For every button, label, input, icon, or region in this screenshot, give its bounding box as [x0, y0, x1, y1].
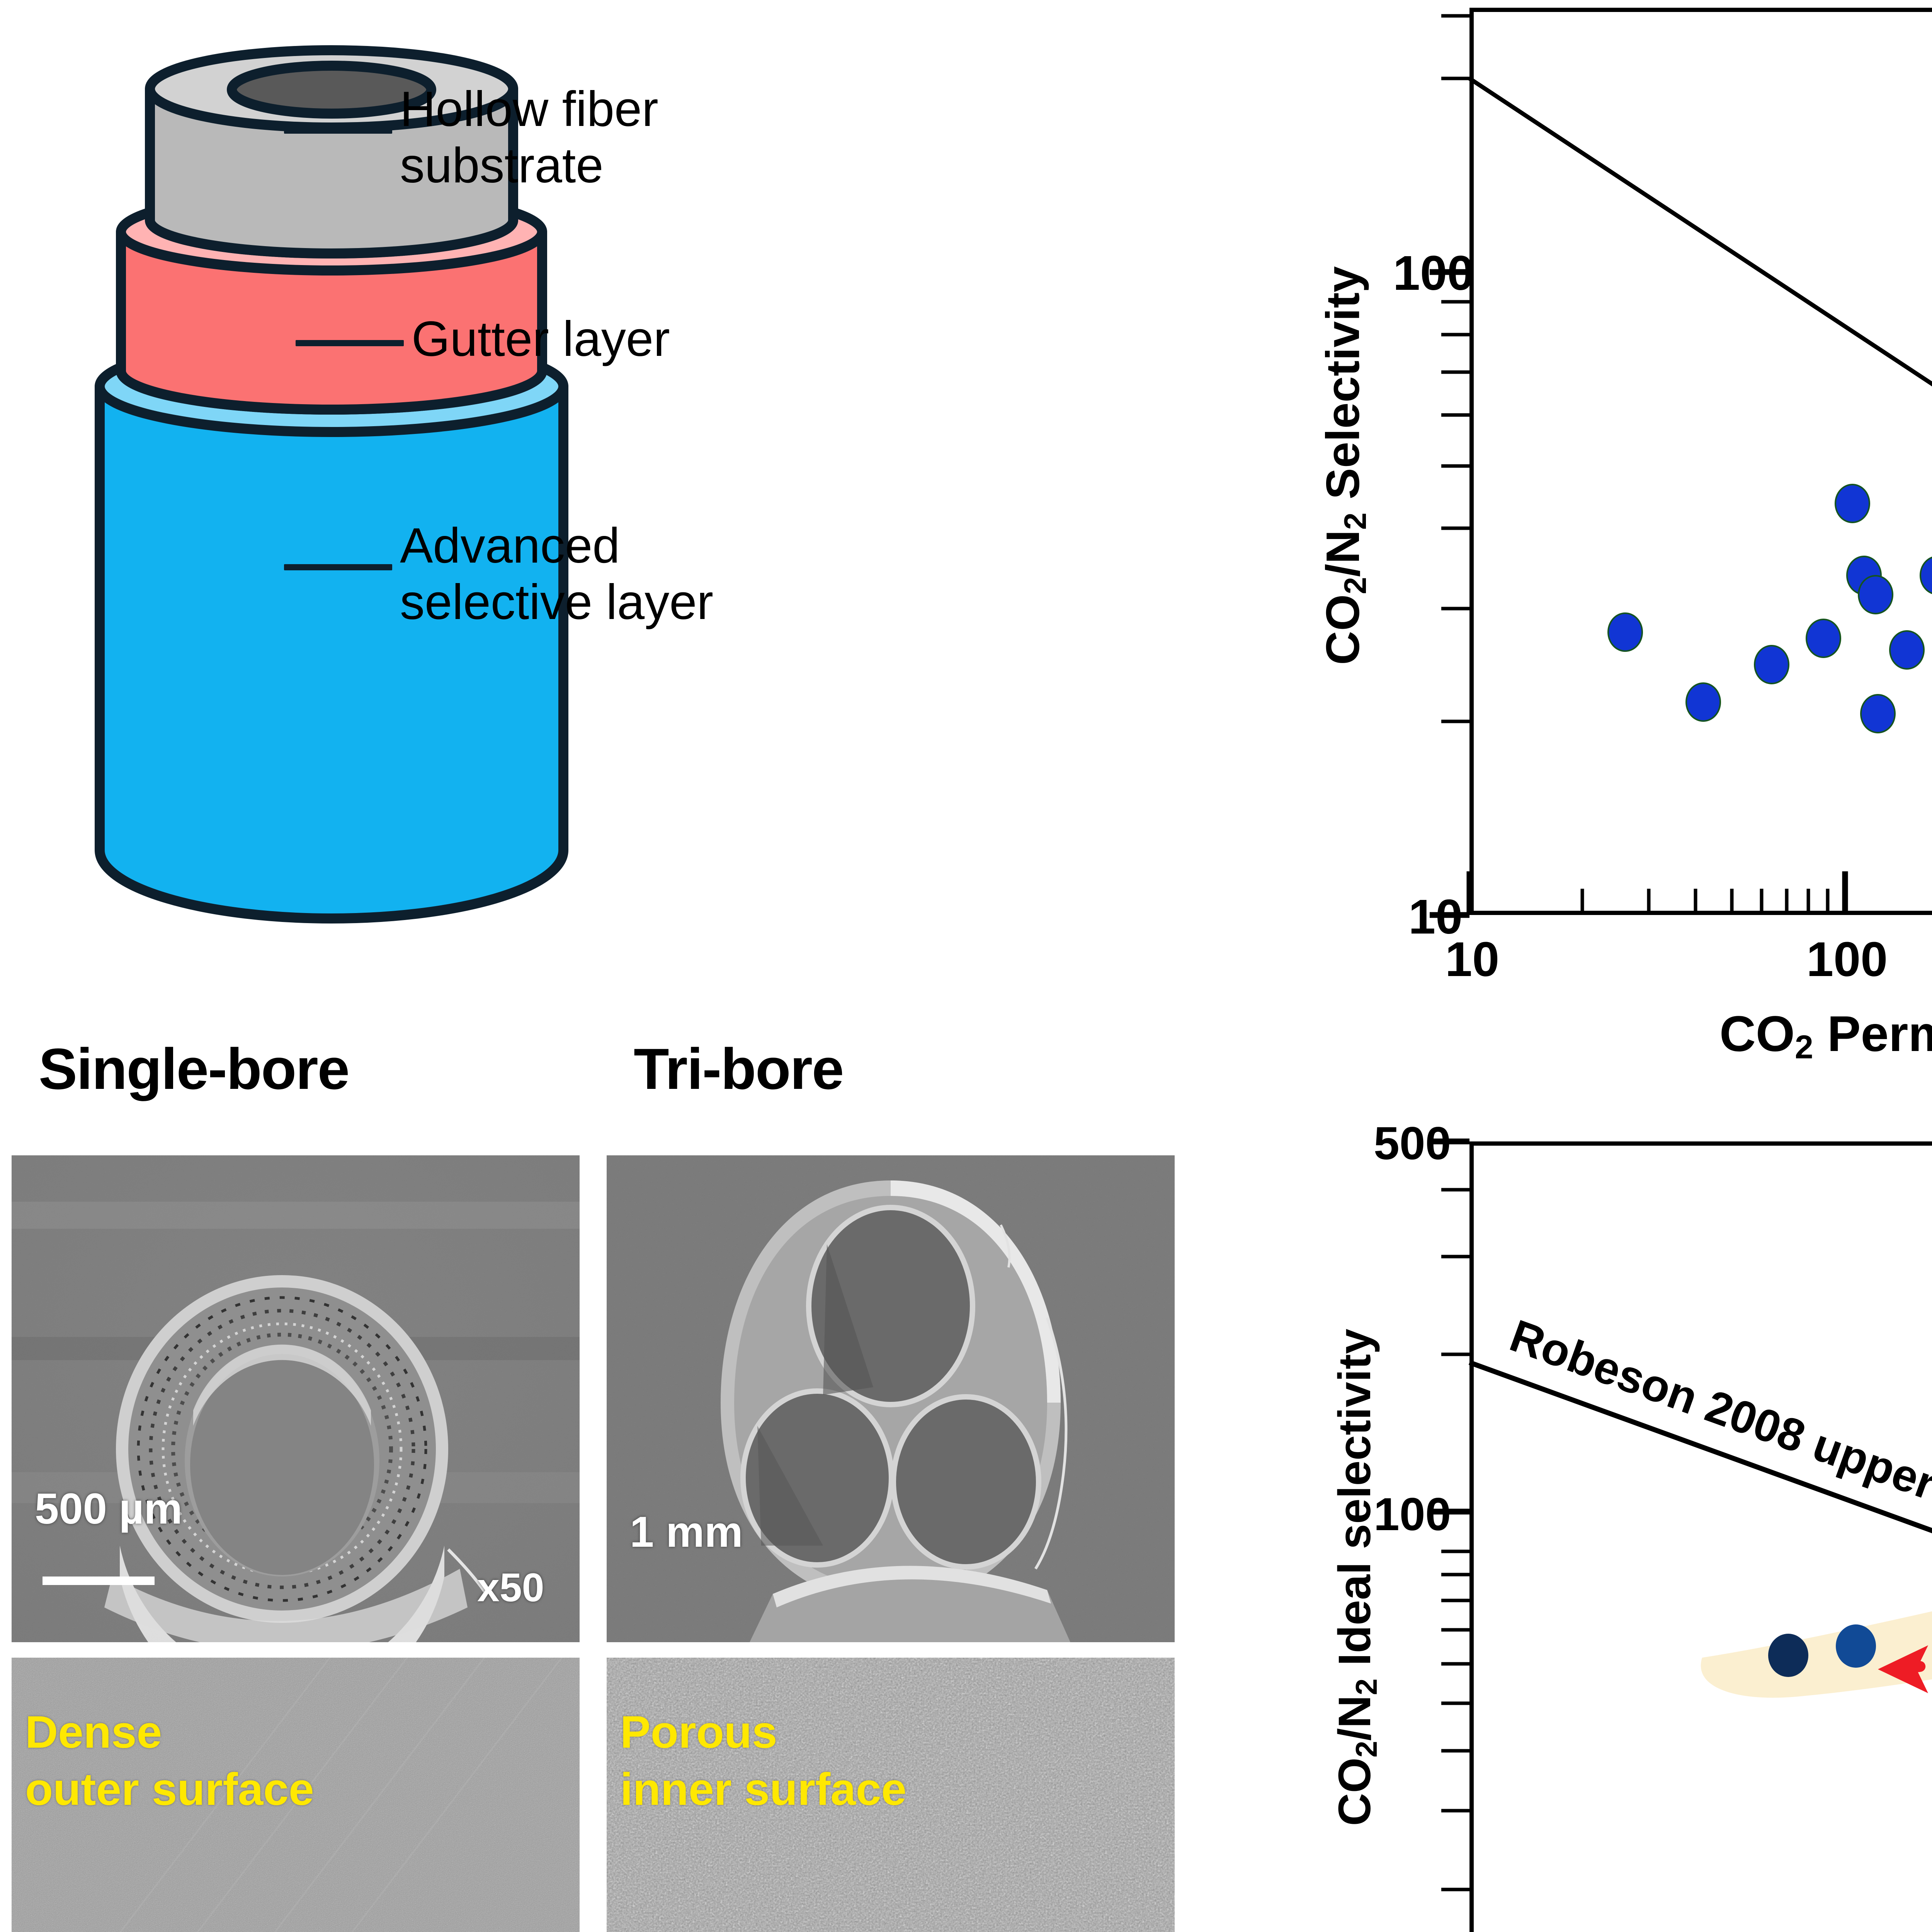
robeson-permeability-chart: 500 100 10 10 100 1000 2000 CO2/N2 Ideal…: [1275, 1101, 1932, 1932]
xtick-label-10: 10: [1445, 932, 1500, 986]
xtick-label-100: 100: [1806, 932, 1888, 986]
plot-area-permeance: [1469, 8, 1932, 915]
sem-porous-inner-surface: [607, 1658, 1175, 1932]
series-ref-points: [1607, 484, 1932, 733]
label-gutter-layer: Gutter layer: [412, 311, 670, 367]
hollow-fiber-schematic-panel: Hollow fiber substrate Gutter layer Adva…: [0, 0, 1314, 1051]
permeability-plot-graphics: Robeson 2008 upper bound: [1430, 1138, 1932, 1891]
sem-dense-outer-surface: [12, 1658, 580, 1932]
sem-scalebar-single-bore: 500 µm: [35, 1485, 183, 1533]
sem-title-tri-bore: Tri-bore: [634, 1036, 844, 1101]
point-sca6-3: [1768, 1634, 1808, 1677]
sem-single-bore-cross-section: [12, 1155, 580, 1642]
porous-inner-surface-render: [607, 1658, 1175, 1932]
sem-label-porous-inner-surface: Porous inner surface: [620, 1707, 907, 1815]
single-bore-sem-render: [12, 1155, 580, 1642]
label-hollow-fiber-substrate: Hollow fiber substrate: [400, 82, 658, 193]
sem-scalebar-rule-single-bore: [43, 1577, 155, 1585]
dense-outer-surface-render: [12, 1658, 580, 1932]
sca6-trend-highlight: [1701, 1611, 1932, 1698]
sca6-loading-arrow: [1878, 1645, 1932, 1693]
robeson-permeance-chart: 100 10 10 100 1000 10000 CO2/N2 Selectiv…: [1275, 0, 1932, 1082]
sem-images-panel: Single-bore Tri-bore: [0, 1024, 1236, 1932]
xaxis-title-permeance-chart: CO2 Permeance (GPU): [1719, 1005, 1932, 1066]
leader-line-gutter: [296, 340, 404, 346]
point-sca6-2: [1836, 1624, 1876, 1668]
sem-tri-bore-cross-section: [607, 1155, 1175, 1642]
series-permeability-points: [1768, 1624, 1876, 1677]
leader-line-selective: [284, 564, 392, 570]
plot-area-permeability: [1469, 1141, 1932, 1932]
tri-bore-sem-render: [607, 1155, 1175, 1642]
leader-line-substrate: [284, 128, 392, 134]
robeson-upper-bound-inline-label: Robeson 2008 upper bound: [1503, 1310, 1932, 1561]
sem-label-dense-outer-surface: Dense outer surface: [25, 1707, 314, 1815]
permeance-plot-graphics: [1430, 14, 1932, 918]
sem-title-single-bore: Single-bore: [39, 1036, 350, 1101]
sem-scalebar-tri-bore: 1 mm: [630, 1508, 743, 1556]
sem-magnification-single-bore: x50: [477, 1565, 544, 1610]
label-advanced-selective-layer: Advanced selective layer: [400, 518, 713, 630]
